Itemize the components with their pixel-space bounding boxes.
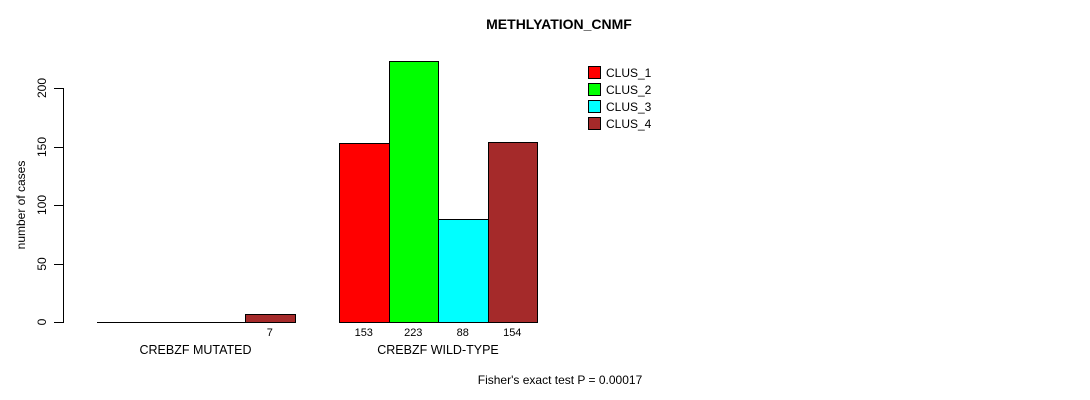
legend-label: CLUS_2: [606, 82, 652, 97]
x-axis-group-label: CREBZF MUTATED: [139, 343, 252, 357]
bar-value-label: 7: [266, 327, 273, 339]
legend-label: CLUS_1: [606, 65, 652, 80]
y-axis-tick-label: 150: [35, 136, 49, 157]
y-axis-tick: [54, 88, 63, 89]
y-axis-tick-label: 0: [35, 318, 49, 326]
bar: [245, 314, 296, 323]
bar: [388, 61, 439, 323]
y-axis-tick: [54, 146, 63, 148]
legend-item: CLUS_4: [588, 115, 651, 132]
fisher-test-annotation: Fisher's exact test P = 0.00017: [477, 373, 643, 387]
bar: [438, 219, 489, 323]
y-axis-tick-label: 50: [35, 256, 49, 271]
legend-item: CLUS_3: [588, 98, 651, 115]
y-axis-line: [63, 88, 64, 323]
legend: CLUS_1 CLUS_2 CLUS_3 CLUS_4: [588, 64, 651, 132]
y-axis-tick: [54, 322, 63, 323]
bar: [487, 142, 538, 323]
bar-value-label: 154: [503, 327, 522, 339]
y-axis-tick-label: 200: [35, 77, 49, 99]
y-axis-label: number of cases: [14, 160, 28, 250]
legend-item: CLUS_1: [588, 64, 651, 81]
chart-title: METHLYATION_CNMF: [486, 16, 632, 32]
legend-item: CLUS_2: [588, 81, 651, 98]
group-baseline: [96, 322, 295, 323]
legend-swatch-icon: [588, 83, 601, 96]
bar-value-label: 88: [456, 327, 469, 339]
legend-swatch-icon: [588, 66, 601, 79]
bar: [339, 143, 390, 323]
y-axis-tick: [54, 263, 63, 265]
bar-value-label: 153: [354, 327, 373, 339]
y-axis-tick: [54, 205, 63, 206]
x-axis-group-label: CREBZF WILD-TYPE: [377, 343, 499, 357]
legend-label: CLUS_4: [606, 116, 652, 131]
legend-swatch-icon: [588, 100, 601, 113]
bar-value-label: 223: [404, 327, 423, 339]
legend-label: CLUS_3: [606, 99, 652, 114]
y-axis-tick-label: 100: [35, 194, 49, 216]
legend-swatch-icon: [588, 117, 601, 130]
